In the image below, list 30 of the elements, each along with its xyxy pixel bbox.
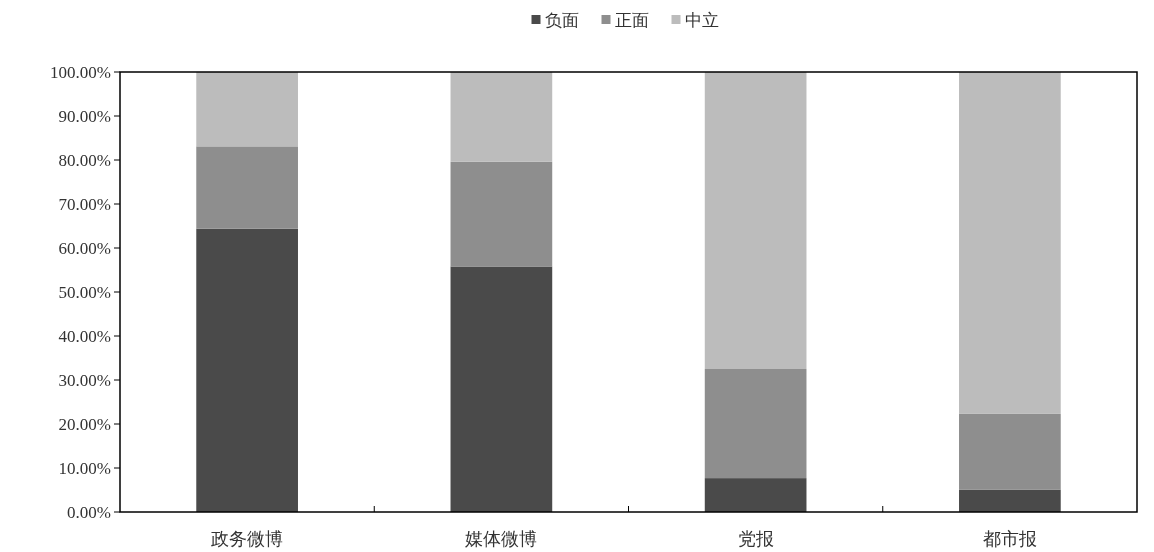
x-tick-label: 党报 xyxy=(737,529,774,549)
y-tick-label: 10.00% xyxy=(58,459,111,478)
bar xyxy=(450,72,553,162)
x-tick-label: 政务微博 xyxy=(211,529,284,549)
y-tick-label: 30.00% xyxy=(58,371,111,390)
y-tick-label: 100.00% xyxy=(50,63,111,82)
bar xyxy=(450,266,553,512)
y-tick-label: 50.00% xyxy=(58,283,111,302)
y-tick-label: 0.00% xyxy=(67,503,111,522)
x-tick-label: 媒体微博 xyxy=(465,529,538,549)
bar xyxy=(196,228,298,512)
bar xyxy=(704,72,807,369)
y-tick-label: 40.00% xyxy=(58,327,111,346)
x-tick-label: 都市报 xyxy=(982,529,1037,549)
bar xyxy=(450,161,553,267)
y-tick-label: 60.00% xyxy=(58,239,111,258)
bar xyxy=(196,72,298,147)
y-tick-label: 70.00% xyxy=(58,195,111,214)
bar xyxy=(704,369,807,479)
bar xyxy=(704,478,807,512)
y-tick-label: 80.00% xyxy=(58,151,111,170)
bar xyxy=(959,489,1061,512)
bar xyxy=(196,146,298,229)
bar xyxy=(959,413,1061,490)
legend-label: 负面 xyxy=(544,11,579,30)
y-tick-label: 90.00% xyxy=(58,107,111,126)
legend-label: 正面 xyxy=(614,11,649,30)
y-tick-label: 20.00% xyxy=(58,415,111,434)
bar xyxy=(959,72,1061,414)
legend-label: 中立 xyxy=(684,11,719,30)
